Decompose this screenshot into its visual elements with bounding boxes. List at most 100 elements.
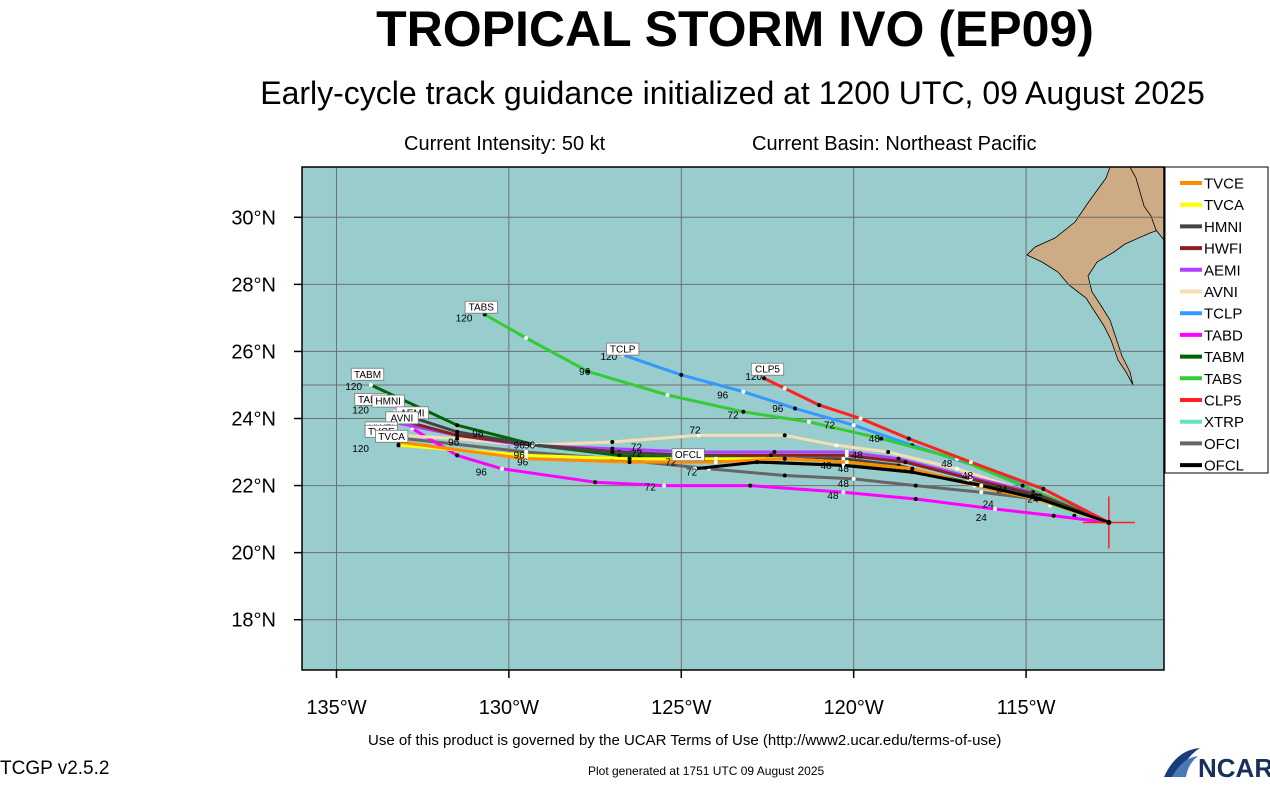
current-intensity: Current Intensity: 50 kt — [404, 133, 606, 155]
legend-label: HMNI — [1204, 219, 1242, 236]
track-point — [741, 389, 746, 394]
forecast-hour-label: 120 — [345, 382, 362, 393]
track-point — [696, 433, 701, 438]
track-point — [524, 450, 529, 455]
ncar-logo: NCAR — [1162, 744, 1270, 783]
track-point — [455, 453, 460, 458]
track-point — [524, 453, 529, 458]
track-point — [841, 463, 846, 468]
model-tracks — [368, 312, 1111, 524]
track-point — [455, 433, 460, 438]
track-point — [844, 453, 849, 458]
forecast-hour-label: 72 — [631, 442, 643, 453]
track-point — [368, 382, 373, 387]
forecast-hour-label: 96 — [448, 437, 460, 448]
model-tag: AVNI — [385, 411, 419, 425]
legend-label: OFCI — [1204, 436, 1240, 453]
legend-item-tclp: TCLP — [1180, 306, 1242, 323]
forecast-hour-label: 120 — [745, 372, 762, 383]
current-position-marker — [1082, 496, 1135, 549]
model-tag: HMNI — [371, 394, 405, 408]
track-point — [841, 456, 846, 461]
forecast-hour-label: 48 — [821, 461, 833, 472]
track-point — [772, 450, 777, 455]
legend-item-ofci: OFCI — [1180, 436, 1240, 453]
model-tag-label: AVNI — [391, 413, 414, 424]
track-tabs — [483, 313, 1111, 524]
model-tag: TCLP — [606, 342, 640, 356]
track-point — [913, 483, 918, 488]
track-point — [844, 450, 849, 455]
page-subtitle: Early-cycle track guidance initialized a… — [260, 75, 1205, 111]
lat-tick-label: 18°N — [231, 610, 276, 632]
forecast-hour-label: 48 — [827, 491, 839, 502]
lat-tick-label: 24°N — [231, 409, 276, 431]
legend-label: AVNI — [1204, 284, 1238, 301]
current-position-dot — [1106, 519, 1112, 525]
forecast-hour-label: 96 — [517, 457, 529, 468]
legend-label: TCLP — [1204, 306, 1242, 323]
model-tag-label: OFCL — [675, 450, 702, 461]
model-tag-box — [375, 429, 409, 443]
forecast-hour-label: 96 — [514, 441, 526, 452]
track-point — [665, 393, 670, 398]
forecast-hour-label: 24 — [1027, 494, 1039, 505]
model-tag-box — [385, 411, 419, 425]
forecast-hour-label: 72 — [645, 483, 657, 494]
track-point — [910, 466, 915, 471]
track-point — [617, 453, 622, 458]
forecast-hour-label: 48 — [852, 451, 864, 462]
track-point — [782, 386, 787, 391]
model-tag-label: TVCA — [378, 432, 405, 443]
legend-item-tvce: TVCE — [1180, 176, 1244, 193]
track-point — [679, 372, 684, 377]
track-point — [713, 460, 718, 465]
legend-item-tvca: TVCA — [1180, 197, 1244, 214]
track-point — [499, 466, 504, 471]
model-tag-label: HMNI — [375, 397, 401, 408]
track-point — [979, 490, 984, 495]
model-tag-box — [606, 342, 640, 356]
legend-label: XTRP — [1204, 414, 1244, 431]
legend-item-avni: AVNI — [1180, 284, 1238, 301]
track-point — [755, 460, 760, 465]
legend-item-tabs: TABS — [1180, 371, 1242, 388]
model-tag-box — [464, 300, 498, 314]
lon-tick-label: 120°W — [824, 697, 884, 719]
forecast-hour-label: 72 — [665, 457, 677, 468]
track-point — [455, 423, 460, 428]
version-label: TCGP v2.5.2 — [0, 758, 110, 779]
track-point — [610, 446, 615, 451]
legend-item-hmni: HMNI — [1180, 219, 1242, 236]
model-tag: CLP5 — [750, 362, 785, 376]
axis-tick-labels: 135°W 130°W 125°W 120°W 115°W 30°N 28°N 26°N 24°… — [231, 207, 1055, 719]
graticule — [302, 167, 1164, 670]
track-point — [524, 456, 529, 461]
track-point — [793, 406, 798, 411]
model-tag-label: CLP5 — [755, 365, 780, 376]
track-point — [662, 483, 667, 488]
lat-tick-label: 22°N — [231, 476, 276, 498]
track-point — [906, 436, 911, 441]
lat-tick-label: 30°N — [231, 207, 276, 229]
current-basin: Current Basin: Northeast Pacific — [752, 133, 1037, 155]
forecast-hour-label: 96 — [514, 451, 526, 462]
track-point — [1051, 513, 1056, 518]
plot-generated-timestamp: Plot generated at 1751 UTC 09 August 202… — [588, 764, 825, 778]
track-point — [593, 480, 598, 485]
track-point — [748, 483, 753, 488]
forecast-hour-label: 48 — [962, 471, 974, 482]
forecast-hour-label: 72 — [686, 468, 698, 479]
forecast-hour-label: 72 — [824, 421, 836, 432]
track-point — [1020, 483, 1025, 488]
track-point — [851, 423, 856, 428]
track-point — [844, 460, 849, 465]
track-point — [610, 439, 615, 444]
track-point — [841, 490, 846, 495]
lon-tick-label: 125°W — [651, 697, 711, 719]
track-point — [993, 507, 998, 512]
model-tag-label: TABM — [354, 370, 381, 381]
model-tag-label: TCLP — [610, 345, 636, 356]
track-point — [768, 453, 773, 458]
